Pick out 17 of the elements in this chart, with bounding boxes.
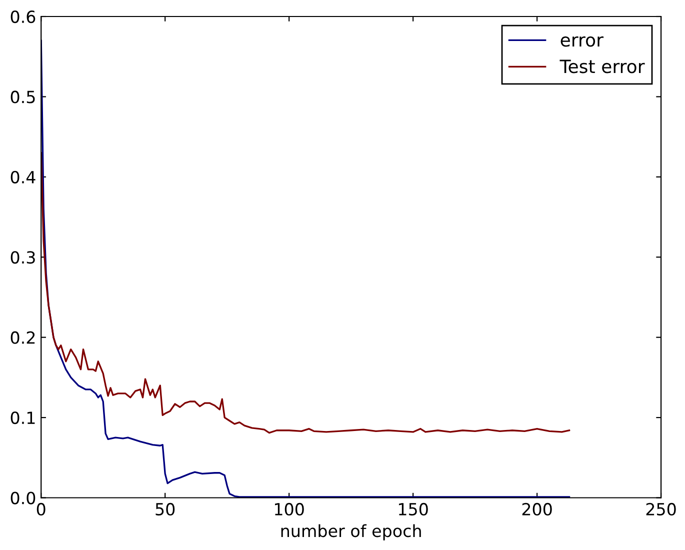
legend-label: Test error — [560, 60, 645, 74]
x-tick-label: 50 — [156, 502, 175, 516]
x-tick-label: 200 — [522, 502, 552, 516]
line-series — [41, 152, 570, 434]
x-tick-label: 0 — [36, 502, 46, 516]
x-axis-title: number of epoch — [281, 524, 421, 540]
legend-label: error — [560, 36, 604, 47]
y-tick-label: 0.4 — [10, 170, 36, 184]
y-tick-label: 0.1 — [10, 412, 35, 424]
y-tick-label: 0.5 — [10, 90, 35, 104]
x-tick-label: 250 — [646, 502, 676, 516]
y-tick-label: 0.0 — [10, 492, 36, 504]
x-tick-label: 150 — [398, 502, 428, 516]
x-tick-label: 100 — [274, 502, 304, 516]
y-tick-label: 0.3 — [10, 251, 35, 264]
y-tick-label: 0.2 — [10, 331, 35, 344]
y-tick-label: 0.6 — [10, 10, 36, 24]
